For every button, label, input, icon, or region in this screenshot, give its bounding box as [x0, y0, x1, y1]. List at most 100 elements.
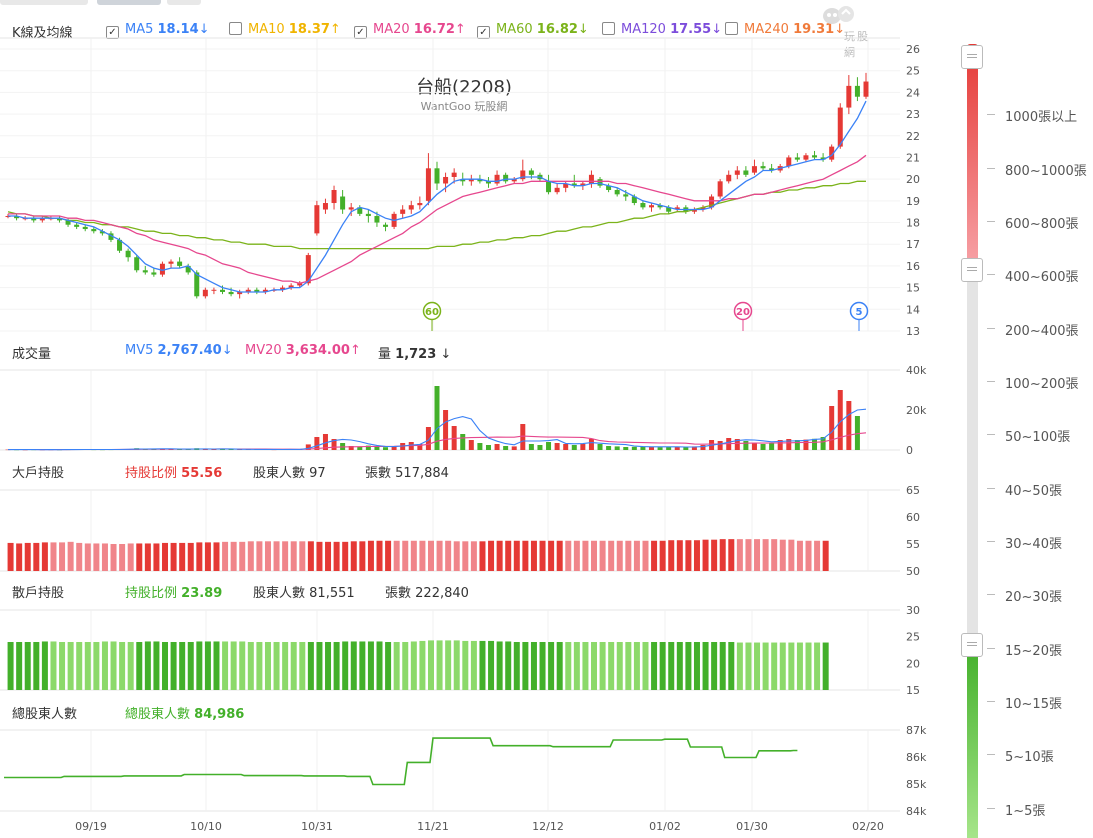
retail-holder-bar: [685, 642, 692, 690]
big-holder-bar: [385, 540, 392, 571]
slider-tick-label[interactable]: 40~50張: [1005, 484, 1062, 499]
legend-ma60[interactable]: ✓ MA60 16.82↓: [477, 22, 589, 39]
candle: [39, 218, 45, 221]
volume-bar: [554, 443, 560, 450]
legend-ma240[interactable]: MA240 19.31↓: [725, 22, 845, 37]
slider-handle-top[interactable]: [961, 45, 983, 69]
candle: [614, 190, 620, 195]
big-holder-bar: [282, 541, 289, 571]
retail-holder-bar: [496, 641, 503, 690]
retail-holder-bar: [616, 642, 623, 690]
candle: [417, 203, 423, 206]
vol-arrow: ↓: [440, 347, 452, 362]
candle: [734, 170, 740, 175]
slider-tick-label[interactable]: 200~400張: [1005, 324, 1079, 339]
candle: [571, 183, 577, 186]
big-people-value: 97: [309, 466, 326, 481]
marker-circle-5: [849, 301, 869, 321]
big-holder-bar: [367, 540, 374, 571]
big-holder-bar: [513, 540, 520, 571]
retail-holder-bar: [642, 642, 649, 690]
big-holder-bar: [685, 540, 692, 571]
big-holder-tick-label: 55: [906, 538, 920, 551]
volume-bar: [511, 446, 517, 450]
big-holder-bar: [41, 542, 48, 571]
ma5-value: 18.14: [157, 22, 199, 37]
slider-tick-label[interactable]: 10~15張: [1005, 697, 1062, 712]
big-holder-bar: [76, 542, 83, 571]
ma120-checkbox[interactable]: [602, 22, 615, 35]
retail-holders-title: 散戶持股: [12, 586, 65, 601]
candle: [666, 207, 672, 212]
ma60-checkbox[interactable]: ✓: [477, 26, 490, 39]
slider-tick-label[interactable]: 1~5張: [1005, 804, 1046, 819]
candle: [649, 205, 654, 208]
volume-bar: [374, 446, 380, 450]
big-holder-bar: [625, 540, 632, 571]
slider-tick-label[interactable]: 20~30張: [1005, 590, 1062, 605]
slider-tick-label[interactable]: 800~1000張: [1005, 164, 1087, 179]
retail-holder-bar: [24, 642, 31, 690]
legend-ma20[interactable]: ✓ MA20 16.72↑: [354, 22, 466, 39]
big-holder-bar: [350, 541, 357, 571]
holder-level-slider[interactable]: [967, 44, 978, 838]
total-holders-tick-label: 86k: [906, 751, 927, 764]
x-tick-label: 01/30: [736, 820, 768, 833]
retail-holder-bar: [565, 642, 572, 690]
slider-handle-bottom[interactable]: [961, 633, 983, 657]
slider-tick-label[interactable]: 100~200張: [1005, 377, 1079, 392]
legend-ma120[interactable]: MA120 17.55↓: [602, 22, 722, 37]
ma10-checkbox[interactable]: [229, 22, 242, 35]
big-holder-bar: [84, 543, 91, 571]
volume-bar: [837, 390, 843, 450]
big-holder-bar: [222, 541, 229, 571]
slider-tick-label[interactable]: 15~20張: [1005, 644, 1062, 659]
retail-holder-bar: [170, 642, 177, 690]
big-holder-bar: [496, 540, 503, 571]
slider-tick-label[interactable]: 5~10張: [1005, 750, 1054, 765]
tab-stub-1[interactable]: [0, 0, 88, 5]
big-holder-bar: [445, 540, 452, 571]
big-holder-bar: [693, 540, 700, 571]
retail-holder-bar: [676, 642, 683, 690]
slider-tick-label[interactable]: 1000張以上: [1005, 110, 1078, 125]
volume-bar: [717, 441, 723, 450]
y-tick-label: 23: [906, 108, 920, 121]
candle: [743, 170, 749, 175]
retail-ratio-label: 持股比例: [125, 586, 178, 601]
candle: [177, 261, 183, 266]
slider-tick-label[interactable]: 400~600張: [1005, 270, 1079, 285]
retail-holder-bar: [101, 641, 108, 690]
slider-tick-label[interactable]: 50~100張: [1005, 430, 1071, 445]
volume-bar: [760, 444, 766, 450]
tab-stub-3[interactable]: [167, 0, 201, 5]
volume-bar: [751, 443, 757, 450]
big-holder-bar: [230, 541, 237, 571]
candle: [262, 289, 268, 292]
ma240-checkbox[interactable]: [725, 22, 738, 35]
total-holders-label: 總股東人數: [125, 707, 191, 722]
volume-bar: [614, 446, 620, 450]
y-tick-label: 16: [906, 260, 920, 273]
tab-stub-2[interactable]: [97, 0, 161, 5]
big-holder-bar: [264, 541, 271, 571]
legend-ma10[interactable]: MA10 18.37↑: [229, 22, 341, 37]
retail-holder-bar: [582, 642, 589, 690]
candle: [400, 209, 406, 214]
big-holder-bar: [144, 543, 151, 571]
big-holder-bar: [410, 540, 417, 571]
big-holder-bar: [402, 540, 409, 571]
volume-bar: [485, 445, 491, 450]
slider-track-gray: [967, 270, 978, 645]
candle: [588, 174, 594, 184]
marker-label-20: 20: [736, 307, 750, 318]
slider-tick-mark: [987, 114, 995, 115]
volume-bar: [503, 446, 509, 450]
slider-tick-label[interactable]: 600~800張: [1005, 217, 1079, 232]
y-tick-label: 22: [906, 130, 920, 143]
slider-tick-label[interactable]: 30~40張: [1005, 537, 1062, 552]
volume-bar: [443, 410, 449, 450]
volume-bar: [769, 443, 775, 450]
slider-handle-middle[interactable]: [961, 258, 983, 282]
big-holder-bar: [556, 540, 563, 571]
